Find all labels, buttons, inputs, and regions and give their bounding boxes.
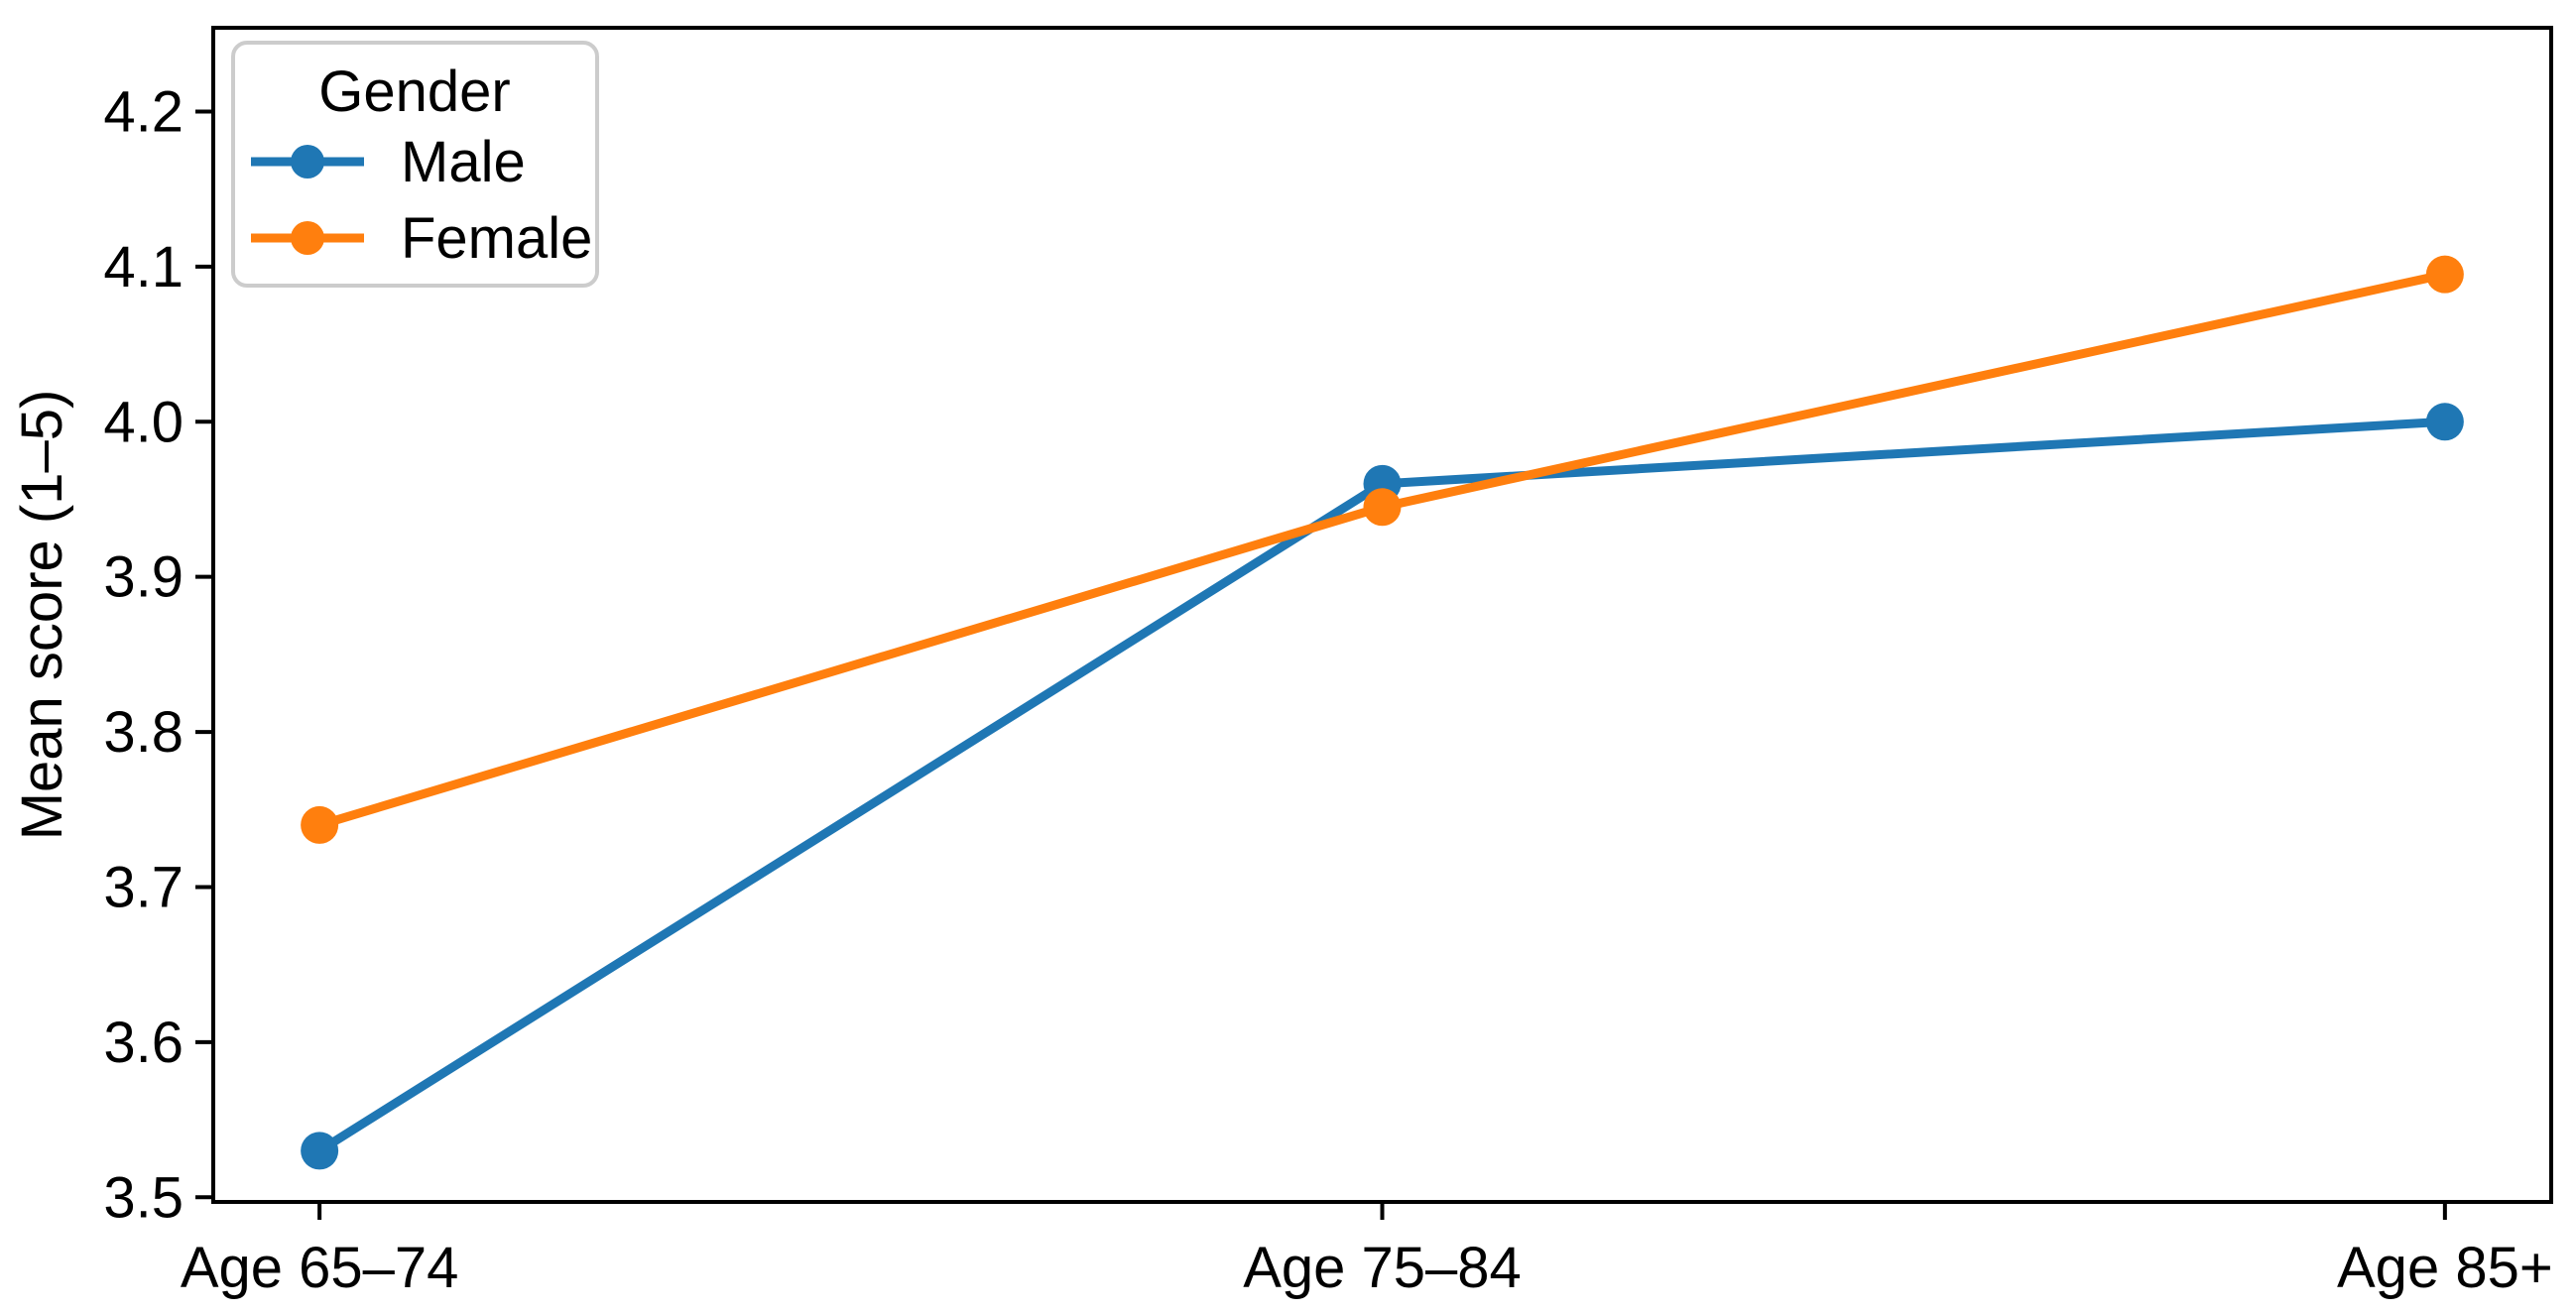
x-tick-label: Age 85+	[2337, 1236, 2553, 1300]
legend-marker-dot-female	[291, 221, 324, 255]
legend-label-female: Female	[401, 206, 592, 271]
y-tick-label: 3.7	[103, 855, 184, 919]
series-line-female	[317, 270, 2446, 830]
legend-label-male: Male	[401, 130, 526, 194]
series-point-female	[301, 805, 339, 844]
series-point-male	[301, 1132, 339, 1170]
legend: Gender Male Female	[231, 41, 599, 288]
y-axis: 3.5 3.6 3.7 3.8 3.9 4.0 4.1 4.2	[103, 79, 213, 1230]
series-line-male	[316, 417, 2446, 1155]
x-axis: Age 65–74 Age 75–84 Age 85+	[181, 1202, 2553, 1300]
y-tick-label: 4.1	[103, 235, 184, 299]
legend-title: Gender	[318, 60, 510, 124]
y-tick-label: 3.5	[103, 1165, 184, 1230]
x-tick-label: Age 65–74	[181, 1236, 459, 1300]
legend-box	[231, 41, 599, 288]
y-tick-label: 3.9	[103, 545, 184, 610]
y-tick-label: 3.8	[103, 700, 184, 765]
series-point-female	[2425, 255, 2464, 294]
legend-entries: Male Female	[251, 130, 592, 271]
y-tick-label: 4.0	[103, 390, 184, 454]
legend-marker-dot-male	[291, 145, 324, 179]
y-axis-label: Mean score (1–5)	[10, 390, 74, 841]
y-tick-label: 3.6	[103, 1011, 184, 1075]
x-tick-label: Age 75–84	[1243, 1236, 1522, 1300]
series-point-male	[2425, 403, 2464, 441]
y-tick-label: 4.2	[103, 79, 184, 144]
series-group	[301, 255, 2464, 1170]
series-point-female	[1363, 488, 1402, 527]
